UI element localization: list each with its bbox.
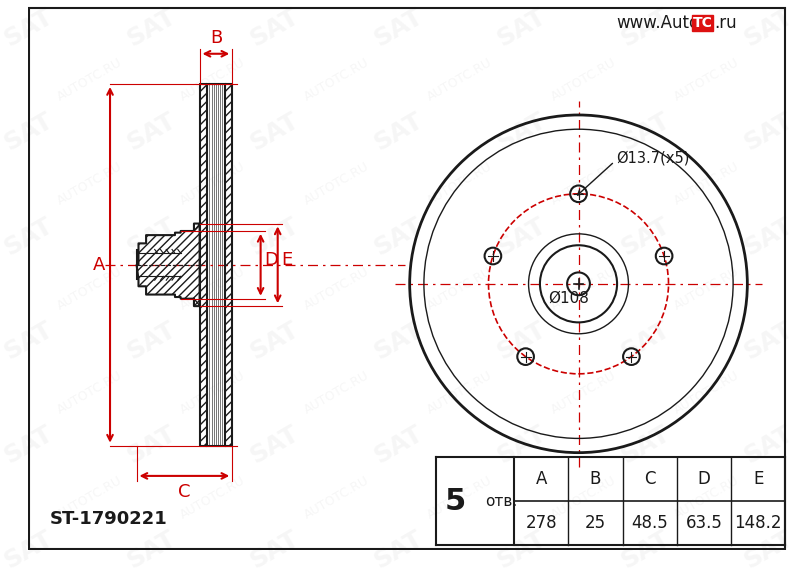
Text: SAT: SAT <box>616 526 674 573</box>
Text: AUTOTC.RU: AUTOTC.RU <box>302 56 371 104</box>
Text: D: D <box>265 251 278 269</box>
Text: SAT: SAT <box>616 108 674 155</box>
Text: AUTOTC.RU: AUTOTC.RU <box>302 265 371 312</box>
Text: AUTOTC.RU: AUTOTC.RU <box>549 160 618 208</box>
Text: AUTOTC.RU: AUTOTC.RU <box>672 473 742 521</box>
Text: AUTOTC.RU: AUTOTC.RU <box>55 56 125 104</box>
Text: SAT: SAT <box>0 526 57 573</box>
Text: SAT: SAT <box>123 526 180 573</box>
Text: www.Auto: www.Auto <box>617 14 699 32</box>
Bar <box>200 84 207 446</box>
Text: 5: 5 <box>445 486 466 516</box>
Text: SAT: SAT <box>0 213 57 260</box>
Text: SAT: SAT <box>616 422 674 469</box>
Text: AUTOTC.RU: AUTOTC.RU <box>672 160 742 208</box>
Text: SAT: SAT <box>493 422 550 469</box>
Text: AUTOTC.RU: AUTOTC.RU <box>302 369 371 417</box>
Text: SAT: SAT <box>123 422 180 469</box>
Text: A: A <box>535 470 547 488</box>
Text: SAT: SAT <box>493 526 550 573</box>
Text: SAT: SAT <box>123 108 180 155</box>
Text: AUTOTC.RU: AUTOTC.RU <box>178 56 248 104</box>
Text: Ø13.7(x5): Ø13.7(x5) <box>617 150 690 165</box>
Text: SAT: SAT <box>246 108 303 155</box>
Text: AUTOTC.RU: AUTOTC.RU <box>425 56 494 104</box>
Text: AUTOTC.RU: AUTOTC.RU <box>672 369 742 417</box>
Text: 63.5: 63.5 <box>686 514 722 532</box>
Text: SAT: SAT <box>123 213 180 260</box>
Text: SAT: SAT <box>740 108 797 155</box>
Text: AUTOTC.RU: AUTOTC.RU <box>302 473 371 521</box>
Text: AUTOTC.RU: AUTOTC.RU <box>672 265 742 312</box>
Text: SAT: SAT <box>370 108 427 155</box>
Text: SAT: SAT <box>740 213 797 260</box>
Text: SAT: SAT <box>370 213 427 260</box>
Text: AUTOTC.RU: AUTOTC.RU <box>302 160 371 208</box>
Text: Ø108: Ø108 <box>549 291 590 305</box>
Text: E: E <box>753 470 763 488</box>
Text: A: A <box>93 256 105 274</box>
Text: 148.2: 148.2 <box>734 514 782 532</box>
Text: AUTOTC.RU: AUTOTC.RU <box>425 473 494 521</box>
Text: SAT: SAT <box>740 422 797 469</box>
Text: SAT: SAT <box>246 317 303 364</box>
Text: AUTOTC.RU: AUTOTC.RU <box>178 369 248 417</box>
Text: SAT: SAT <box>740 526 797 573</box>
Text: AUTOTC.RU: AUTOTC.RU <box>549 56 618 104</box>
Text: SAT: SAT <box>493 108 550 155</box>
Text: D: D <box>698 470 710 488</box>
Text: E: E <box>282 251 293 269</box>
Text: AUTOTC.RU: AUTOTC.RU <box>549 369 618 417</box>
Text: AUTOTC.RU: AUTOTC.RU <box>178 473 248 521</box>
Text: SAT: SAT <box>493 213 550 260</box>
Text: .ru: .ru <box>714 14 737 32</box>
Text: SAT: SAT <box>123 4 180 51</box>
Text: SAT: SAT <box>0 4 57 51</box>
Text: AUTOTC.RU: AUTOTC.RU <box>425 265 494 312</box>
Text: SAT: SAT <box>246 4 303 51</box>
Text: 48.5: 48.5 <box>631 514 668 532</box>
Text: C: C <box>178 482 190 501</box>
Text: SAT: SAT <box>370 422 427 469</box>
Text: AUTOTC.RU: AUTOTC.RU <box>178 265 248 312</box>
Text: SAT: SAT <box>0 317 57 364</box>
Text: AUTOTC.RU: AUTOTC.RU <box>55 160 125 208</box>
Text: SAT: SAT <box>493 317 550 364</box>
Text: AUTOTC.RU: AUTOTC.RU <box>55 265 125 312</box>
Text: C: C <box>644 470 655 488</box>
Bar <box>692 15 714 32</box>
Text: SAT: SAT <box>616 4 674 51</box>
Text: AUTOTC.RU: AUTOTC.RU <box>549 473 618 521</box>
Text: SAT: SAT <box>246 213 303 260</box>
Text: SAT: SAT <box>0 422 57 469</box>
Text: AUTOTC.RU: AUTOTC.RU <box>55 473 125 521</box>
Text: AUTOTC.RU: AUTOTC.RU <box>55 369 125 417</box>
Text: B: B <box>590 470 601 488</box>
Text: SAT: SAT <box>0 108 57 155</box>
Text: 278: 278 <box>526 514 557 532</box>
Text: SAT: SAT <box>246 422 303 469</box>
Text: AUTOTC.RU: AUTOTC.RU <box>672 56 742 104</box>
Text: SAT: SAT <box>616 317 674 364</box>
Text: SAT: SAT <box>370 4 427 51</box>
Text: отв.: отв. <box>486 493 518 509</box>
Text: AUTOTC.RU: AUTOTC.RU <box>425 160 494 208</box>
Text: TC: TC <box>693 16 713 30</box>
Bar <box>225 84 232 446</box>
Text: ST-1790221: ST-1790221 <box>50 510 168 528</box>
Text: AUTOTC.RU: AUTOTC.RU <box>425 369 494 417</box>
Text: AUTOTC.RU: AUTOTC.RU <box>178 160 248 208</box>
Text: SAT: SAT <box>616 213 674 260</box>
Text: 25: 25 <box>585 514 606 532</box>
Text: SAT: SAT <box>370 526 427 573</box>
Text: AUTOTC.RU: AUTOTC.RU <box>549 265 618 312</box>
Text: SAT: SAT <box>740 4 797 51</box>
Text: SAT: SAT <box>246 526 303 573</box>
Text: SAT: SAT <box>370 317 427 364</box>
Text: SAT: SAT <box>740 317 797 364</box>
Text: B: B <box>210 29 222 47</box>
Text: SAT: SAT <box>493 4 550 51</box>
Text: SAT: SAT <box>123 317 180 364</box>
